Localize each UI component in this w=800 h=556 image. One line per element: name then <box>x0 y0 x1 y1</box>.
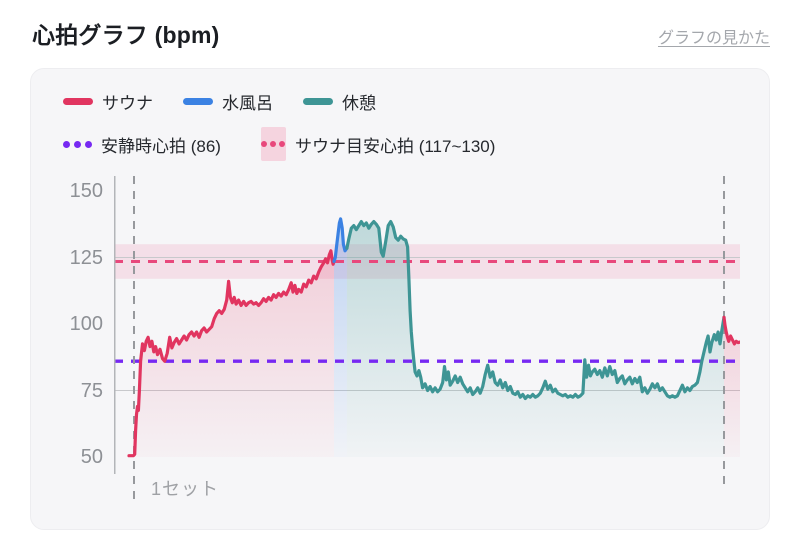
legend-row-guides: 安静時心拍 (86) サウナ目安心拍 (117~130) <box>63 127 495 161</box>
y-axis-tick: 50 <box>80 446 103 468</box>
page-title: 心拍グラフ (bpm) <box>32 22 220 48</box>
target-hr-band-swatch <box>260 127 286 161</box>
y-axis-tick: 100 <box>69 313 103 335</box>
heart-rate-chart-card: サウナ 水風呂 休憩 安静時心拍 (86) サウナ目 <box>30 68 770 530</box>
legend-item-mizuburo: 水風呂 <box>183 89 273 114</box>
legend-label-mizuburo: 水風呂 <box>222 94 273 113</box>
legend-item-target-hr: サウナ目安心拍 (117~130) <box>260 127 496 161</box>
legend-label-target-hr: サウナ目安心拍 (117~130) <box>294 136 496 156</box>
heart-rate-chart-svg <box>114 176 740 506</box>
page-header: 心拍グラフ (bpm) グラフの見かた <box>0 0 800 68</box>
set-label: 1セット <box>151 479 220 499</box>
legend-item-resting-hr: 安静時心拍 (86) <box>63 132 221 157</box>
legend-label-kyukei: 休憩 <box>342 94 376 113</box>
legend-label-resting-hr: 安静時心拍 (86) <box>101 136 221 156</box>
legend-row-phases: サウナ 水風呂 休憩 <box>63 89 495 114</box>
sauna-line-swatch <box>63 98 93 105</box>
legend-item-sauna: サウナ <box>63 89 153 114</box>
resting-hr-dotted-swatch <box>63 140 92 148</box>
legend-label-sauna: サウナ <box>102 94 153 113</box>
y-axis-tick: 150 <box>69 180 103 202</box>
mizuburo-line-swatch <box>183 98 213 105</box>
y-axis-tick: 125 <box>69 246 103 269</box>
chart-legend: サウナ 水風呂 休憩 安静時心拍 (86) サウナ目 <box>63 89 495 161</box>
graph-help-link[interactable]: グラフの見かた <box>657 30 770 47</box>
kyukei-line-swatch <box>303 98 333 105</box>
legend-item-kyukei: 休憩 <box>303 89 376 114</box>
y-axis-tick: 75 <box>80 379 103 402</box>
